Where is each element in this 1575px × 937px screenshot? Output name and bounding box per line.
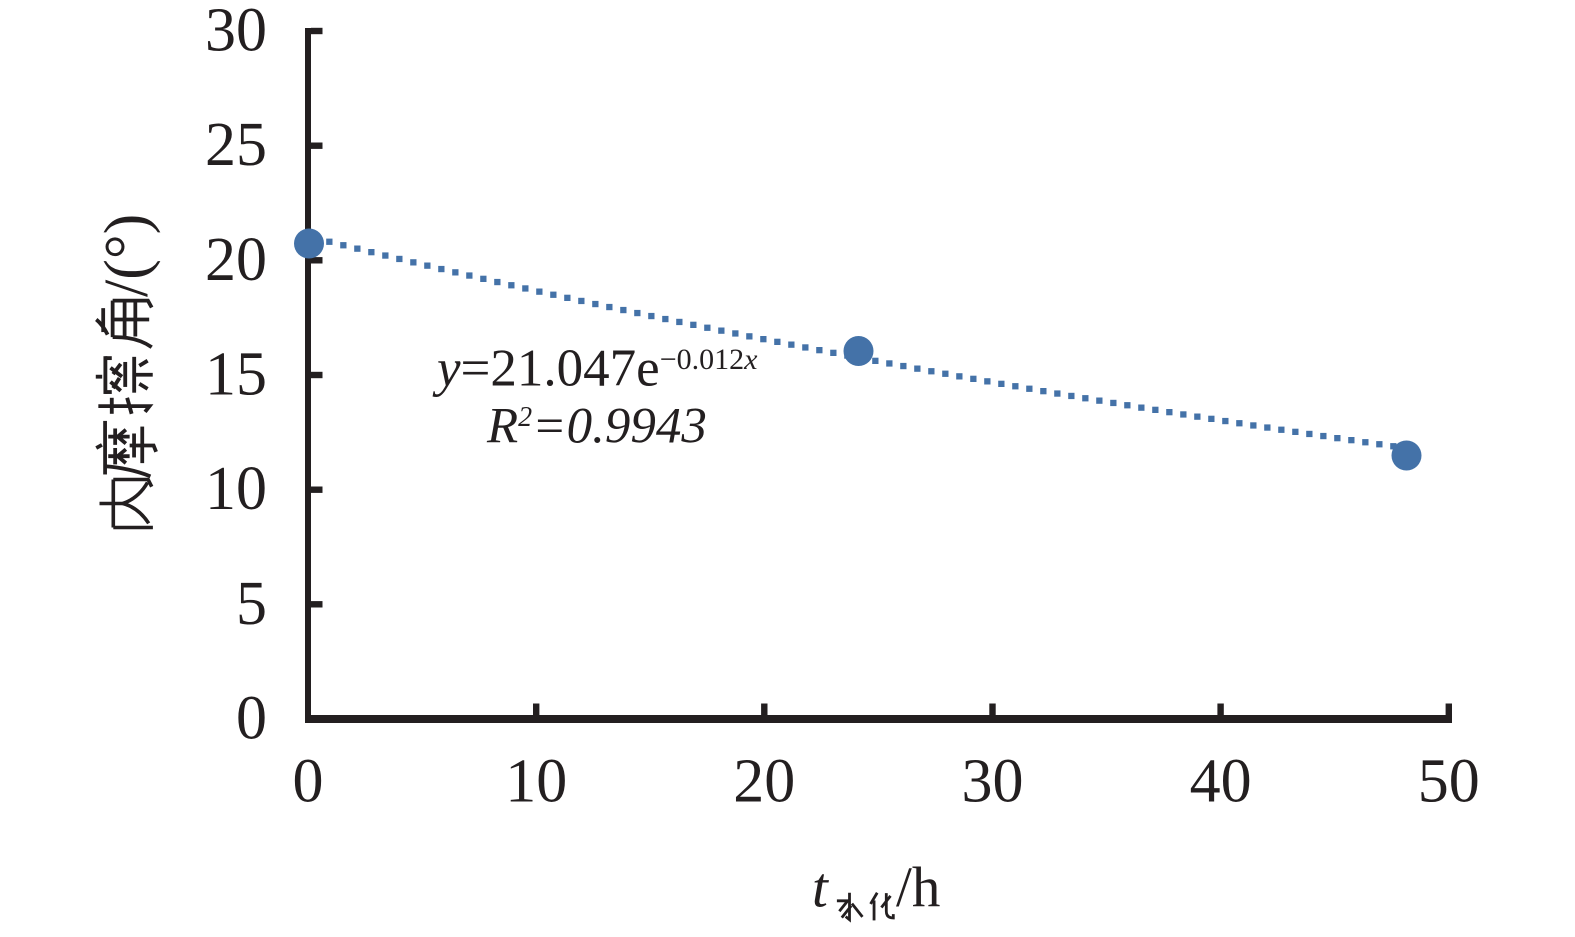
svg-text:20: 20 (205, 226, 267, 294)
svg-text:30: 30 (962, 748, 1024, 816)
svg-text:0: 0 (236, 685, 267, 753)
svg-text:0: 0 (293, 748, 324, 816)
svg-text:R2=0.9943: R2=0.9943 (486, 399, 707, 455)
svg-text:40: 40 (1190, 748, 1252, 816)
svg-text:50: 50 (1418, 748, 1480, 816)
svg-text:/h: /h (896, 856, 940, 919)
svg-text:20: 20 (733, 748, 795, 816)
svg-text:/(°): /(°) (93, 214, 161, 297)
svg-text:25: 25 (205, 111, 267, 179)
svg-text:15: 15 (205, 341, 267, 409)
svg-text:y=21.047e−0.012x: y=21.047e−0.012x (432, 340, 758, 398)
svg-text:10: 10 (205, 455, 267, 523)
svg-text:t: t (812, 857, 829, 920)
svg-text:5: 5 (236, 570, 267, 638)
svg-text:10: 10 (505, 748, 567, 816)
svg-text:30: 30 (205, 0, 267, 65)
